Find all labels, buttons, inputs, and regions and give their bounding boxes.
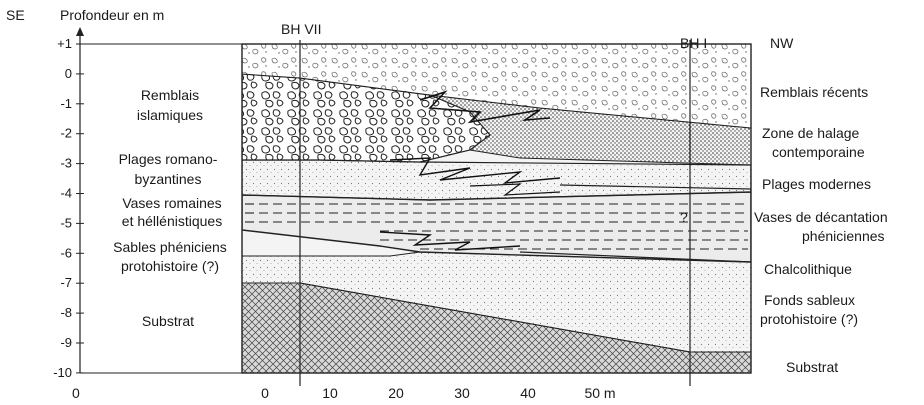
right-label-substrat: Substrat — [786, 359, 838, 375]
right-label-zone-halage-2: contemporaine — [772, 144, 865, 160]
y-axis-arrow-icon — [76, 27, 84, 36]
x-axis-ticks: 0 0 10 20 30 40 50 m — [72, 385, 616, 401]
right-label-remblais-recents: Remblais récents — [760, 84, 868, 100]
left-label-sables-2: protohistoire (?) — [121, 258, 219, 274]
zigzag-boundary-2 — [389, 157, 561, 184]
x-tick-label: 10 — [322, 385, 338, 401]
x-tick-label: 0 — [72, 385, 80, 401]
x-tick-label: 50 m — [584, 385, 615, 401]
right-label-vases-decantation-2: phéniciennes — [802, 228, 885, 244]
right-label-fonds-sableux-1: Fonds sableux — [764, 292, 855, 308]
y-tick-label: -1 — [60, 96, 72, 111]
y-tick-label: +1 — [57, 36, 72, 51]
right-label-zone-halage-1: Zone de halage — [762, 125, 860, 141]
right-label-vases-decantation-1: Vases de décantation — [754, 209, 888, 225]
right-label-chalcolithique: Chalcolithique — [764, 261, 852, 277]
corner-left-label: SE — [6, 7, 25, 23]
boundary-plages-modernes — [559, 184, 751, 190]
x-tick-label: 0 — [261, 385, 269, 401]
x-tick-label: 30 — [454, 385, 470, 401]
x-tick-label: 40 — [520, 385, 536, 401]
left-label-sables-1: Sables phéniciens — [113, 239, 227, 255]
zigzag-boundary-3 — [379, 231, 521, 251]
vases-dash-lines — [245, 203, 748, 250]
right-label-plages-modernes: Plages modernes — [762, 176, 871, 192]
borehole-label-bh-i: BH I — [680, 35, 707, 51]
y-tick-label: -7 — [60, 275, 72, 290]
y-tick-label: -3 — [60, 156, 72, 171]
layer-plages — [242, 159, 751, 201]
y-axis-title: Profondeur en m — [60, 7, 164, 23]
zigzag-boundary-4 — [469, 183, 561, 196]
left-label-remblais-1: Remblais — [141, 87, 199, 103]
layer-remblais-recents — [242, 44, 751, 129]
y-tick-label: -2 — [60, 126, 72, 141]
y-tick-label: -6 — [60, 245, 72, 260]
right-label-fonds-sableux-2: protohistoire (?) — [760, 311, 858, 327]
y-tick-label: 0 — [65, 66, 72, 81]
left-label-substrat: Substrat — [142, 313, 194, 329]
boundary-chalco — [519, 251, 751, 263]
left-label-plages-2: byzantines — [135, 171, 202, 187]
layer-sables — [242, 251, 751, 353]
left-label-vases-2: et héllénistiques — [122, 213, 222, 229]
y-tick-label: -9 — [60, 335, 72, 350]
x-tick-label: 20 — [388, 385, 404, 401]
left-label-vases-1: Vases romaines — [122, 195, 221, 211]
uncertainty-mark: ? — [680, 209, 688, 225]
y-tick-label: -5 — [60, 215, 72, 230]
zigzag-boundary-1 — [419, 90, 551, 124]
y-tick-label: -8 — [60, 305, 72, 320]
left-label-remblais-2: islamiques — [137, 107, 203, 123]
left-label-plages-1: Plages romano- — [119, 151, 218, 167]
section-frame — [241, 43, 752, 374]
y-tick-label: -4 — [60, 186, 72, 201]
borehole-label-bh-vii: BH VII — [281, 21, 321, 37]
y-tick-label: -10 — [53, 365, 72, 380]
y-axis-ticks: +1 0 -1 -2 -3 -4 -5 -6 -7 -8 -9 -10 — [53, 36, 84, 380]
corner-right-label: NW — [770, 35, 794, 51]
